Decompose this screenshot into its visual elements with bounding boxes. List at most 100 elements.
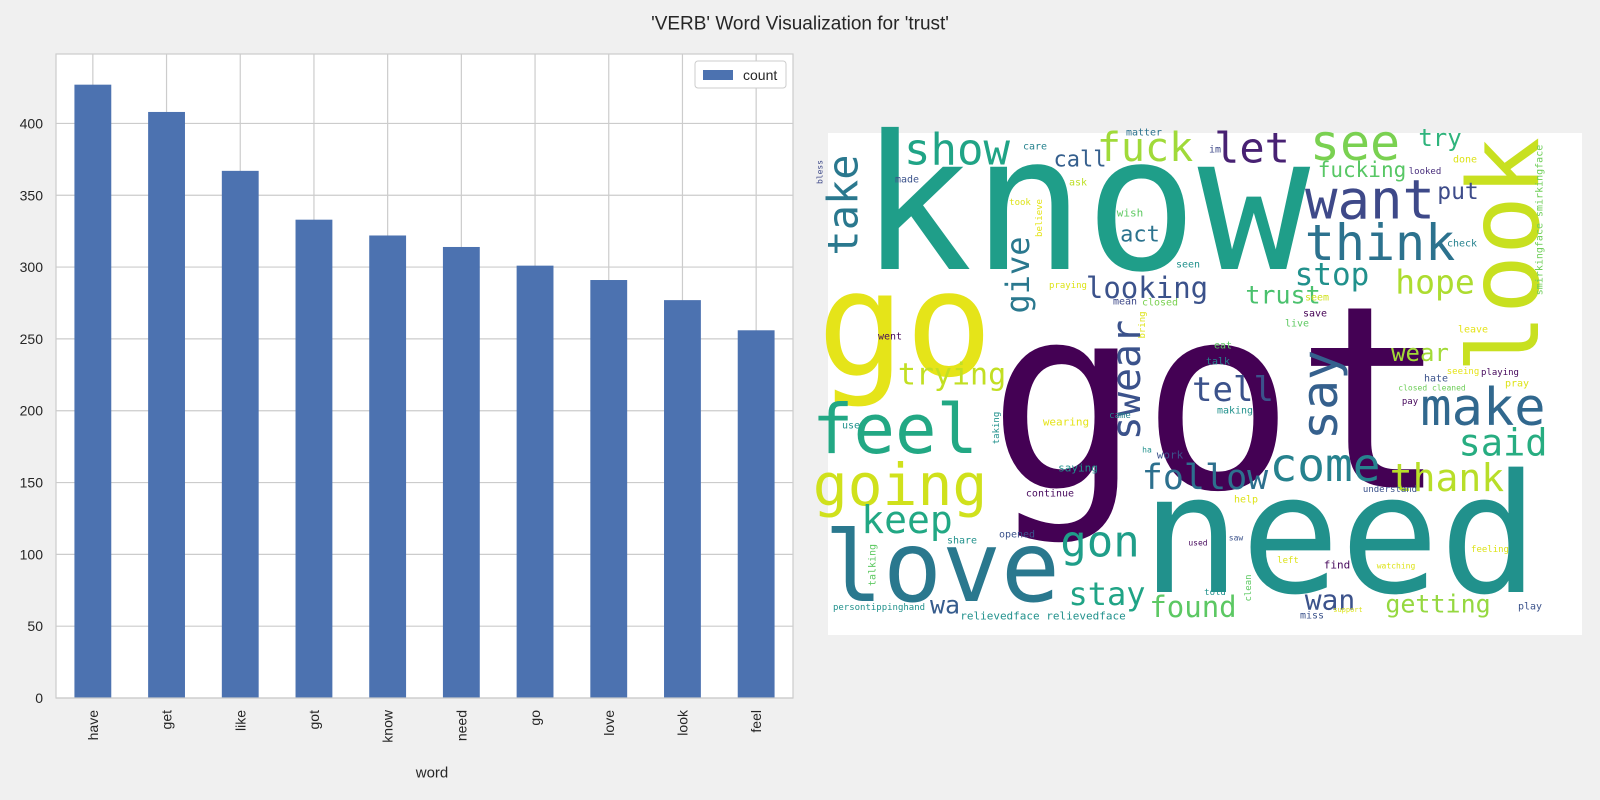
labels: 0 50 100 150 200 250 300 350 400 have get like got kn… bbox=[20, 60, 787, 743]
cloud-word: saying bbox=[1058, 462, 1098, 475]
cloud-word: took bbox=[1009, 198, 1031, 208]
cloud-word: act bbox=[1120, 223, 1160, 248]
cloud-word: mean bbox=[1113, 297, 1137, 308]
bar bbox=[664, 300, 701, 698]
cloud-word: done bbox=[1453, 155, 1477, 166]
bar bbox=[590, 280, 628, 698]
cloud-word: care bbox=[1023, 142, 1047, 153]
cloud-word: talk bbox=[1206, 357, 1230, 368]
cloud-word: wan bbox=[1305, 584, 1356, 617]
x-tick-label: know bbox=[380, 709, 396, 743]
cloud-word: think bbox=[1305, 214, 1456, 272]
cloud-word: play bbox=[1518, 602, 1542, 613]
cloud-word: follow bbox=[1142, 458, 1269, 498]
cloud-word: clean bbox=[1244, 574, 1254, 601]
cloud-word: fuck bbox=[1097, 125, 1193, 171]
y-tick-label: 250 bbox=[20, 331, 44, 347]
bar bbox=[737, 330, 775, 698]
cloud-word: bring bbox=[1138, 311, 1148, 338]
cloud-word: check bbox=[1447, 239, 1477, 250]
cloud-word: closed cleaned bbox=[1398, 384, 1466, 393]
y-tick-label: 350 bbox=[20, 187, 44, 203]
cloud-word: take bbox=[819, 154, 868, 255]
cloud-word: hope bbox=[1395, 263, 1474, 302]
cloud-word: said bbox=[1458, 422, 1547, 465]
y-tick-label: 0 bbox=[35, 690, 43, 706]
cloud-word: fucking bbox=[1318, 158, 1407, 182]
y-tick-label: 50 bbox=[27, 618, 43, 634]
cloud-word: taking bbox=[992, 412, 1002, 445]
x-tick-label: feel bbox=[748, 710, 764, 733]
cloud-word: opened bbox=[999, 530, 1035, 541]
y-tick-label: 400 bbox=[20, 115, 44, 131]
cloud-word: thank bbox=[1390, 456, 1505, 500]
cloud-word: feeling bbox=[1471, 545, 1509, 555]
cloud-word: saw bbox=[1229, 534, 1244, 543]
cloud-word: look bbox=[1448, 137, 1562, 373]
cloud-word: live bbox=[1285, 319, 1309, 330]
cloud-word: looking bbox=[1086, 271, 1208, 305]
y-tick-label: 300 bbox=[20, 259, 44, 275]
x-tick-label: look bbox=[674, 709, 690, 736]
cloud-word: eat bbox=[1214, 341, 1232, 352]
cloud-word: leave bbox=[1458, 325, 1488, 336]
legend-box bbox=[694, 60, 787, 89]
cloud-word: continue bbox=[1026, 489, 1074, 500]
cloud-word: go bbox=[817, 240, 993, 410]
cloud-word: ask bbox=[1069, 178, 1087, 189]
y-tick-label: 200 bbox=[20, 403, 44, 419]
cloud-word: understand bbox=[1363, 485, 1417, 495]
cloud-word: find bbox=[1324, 559, 1351, 572]
cloud-word: support bbox=[1333, 606, 1363, 614]
cloud-word: told bbox=[1204, 588, 1226, 598]
cloud-word: give bbox=[999, 236, 1037, 313]
cloud-word: wearing bbox=[1043, 416, 1089, 429]
cloud-word: used bbox=[1188, 539, 1207, 548]
x-tick-label: need bbox=[453, 710, 469, 741]
cloud-word: save bbox=[1303, 309, 1327, 320]
cloud-word: keep bbox=[861, 498, 953, 542]
figure-title: 'VERB' Word Visualization for 'trust' bbox=[651, 14, 949, 35]
cloud-word: know bbox=[860, 96, 1311, 314]
cloud-word: closed bbox=[1142, 298, 1178, 309]
legend-swatch bbox=[703, 70, 733, 80]
cloud-word: work bbox=[1157, 449, 1184, 462]
cloud-word: pay bbox=[1402, 397, 1419, 407]
cloud-word: hate bbox=[1424, 374, 1448, 385]
cloud-word: came bbox=[1109, 411, 1131, 421]
cloud-word: say bbox=[1291, 350, 1349, 440]
cloud-word: wa bbox=[930, 591, 960, 620]
cloud-word: stay bbox=[1068, 575, 1145, 613]
bar bbox=[148, 111, 185, 699]
cloud-word: making bbox=[1217, 406, 1253, 417]
cloud-word: tell bbox=[1192, 370, 1274, 410]
bar bbox=[295, 219, 333, 698]
cloud-word: see bbox=[1310, 114, 1400, 172]
cloud-word: went bbox=[878, 332, 902, 343]
cloud-word: going bbox=[813, 451, 988, 519]
cloud-word: seen bbox=[1176, 260, 1200, 271]
x-axis-label: word bbox=[415, 765, 449, 782]
cloud-word: ha bbox=[1142, 446, 1152, 455]
x-tick-label: get bbox=[159, 710, 175, 730]
cloud-word: let bbox=[1214, 124, 1290, 173]
cloud-word: im bbox=[1209, 145, 1221, 156]
cloud-word: need bbox=[1141, 439, 1538, 631]
bar bbox=[442, 246, 480, 698]
cloud-word: found bbox=[1149, 590, 1236, 624]
cloud-word: help bbox=[1234, 495, 1258, 506]
x-tick-label: got bbox=[306, 710, 322, 730]
axes-frame bbox=[55, 53, 794, 699]
cloud-word: relievedface relievedface bbox=[960, 610, 1126, 623]
cloud-word: got bbox=[988, 252, 1449, 549]
cloud-word: stop bbox=[1295, 257, 1370, 293]
cloud-word: wish bbox=[1117, 207, 1144, 220]
bar bbox=[516, 265, 554, 698]
bar bbox=[221, 170, 259, 698]
cloud-word: seeing bbox=[1447, 367, 1480, 377]
cloud-word: made bbox=[895, 175, 919, 186]
x-tick-label: love bbox=[601, 710, 617, 736]
word-cloud-area bbox=[828, 133, 1582, 635]
bars bbox=[74, 84, 775, 699]
